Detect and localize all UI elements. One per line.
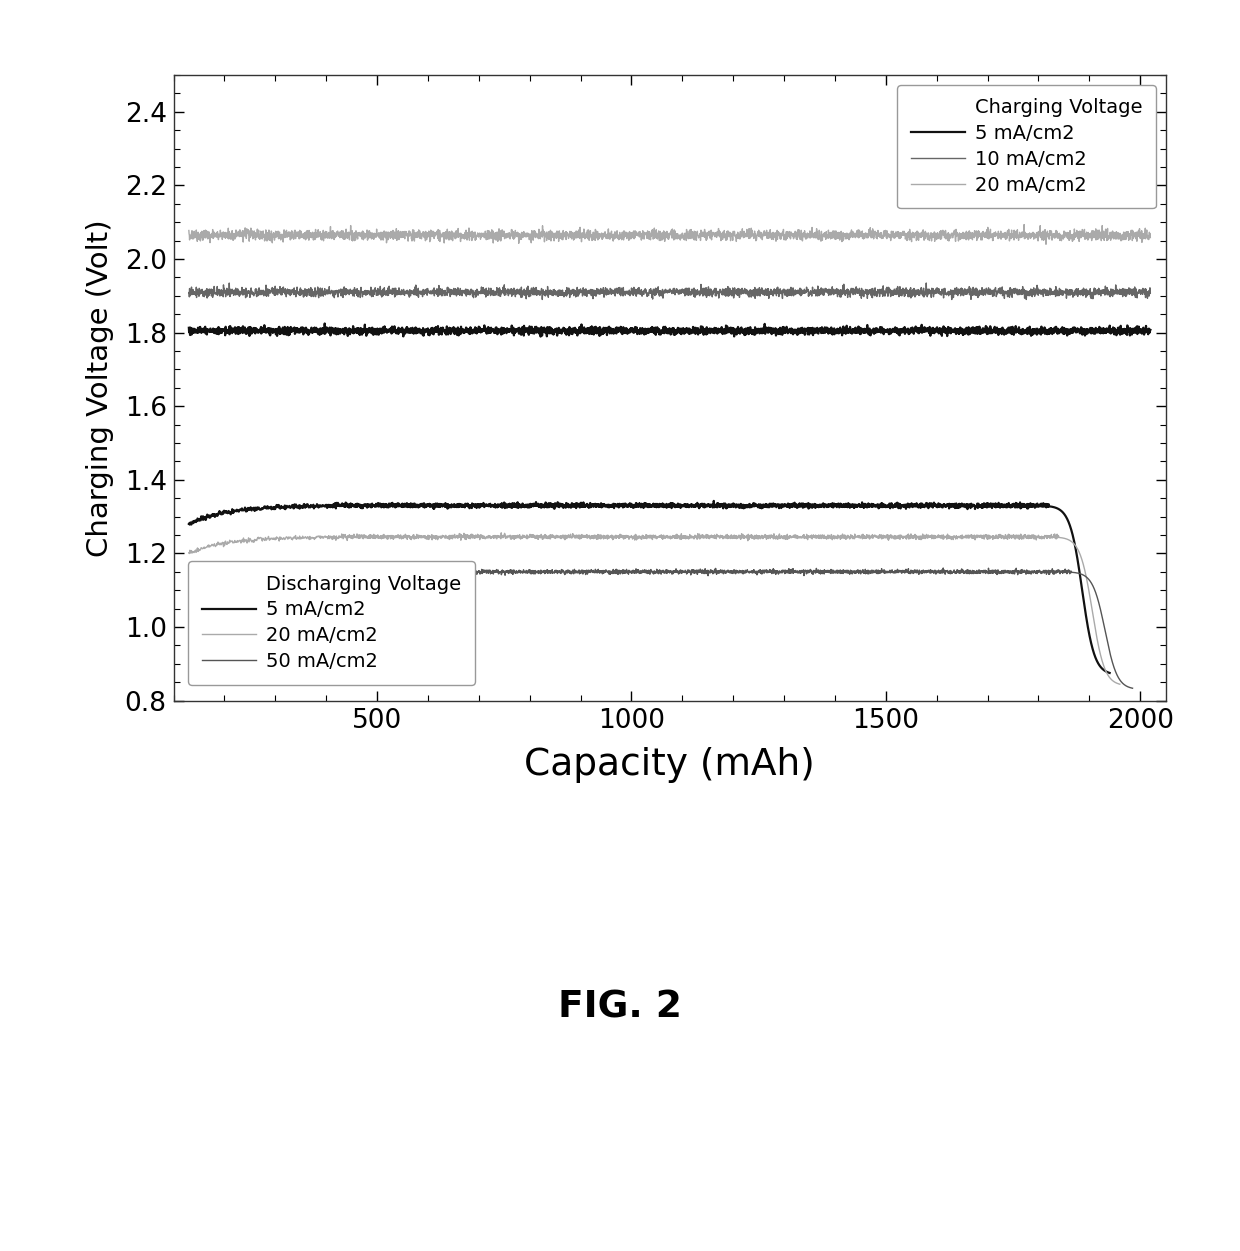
- Text: FIG. 2: FIG. 2: [558, 990, 682, 1025]
- Legend: Discharging Voltage, 5 mA/cm2, 20 mA/cm2, 50 mA/cm2: Discharging Voltage, 5 mA/cm2, 20 mA/cm2…: [188, 560, 475, 684]
- X-axis label: Capacity (mAh): Capacity (mAh): [525, 747, 815, 783]
- Y-axis label: Charging Voltage (Volt): Charging Voltage (Volt): [86, 219, 114, 557]
